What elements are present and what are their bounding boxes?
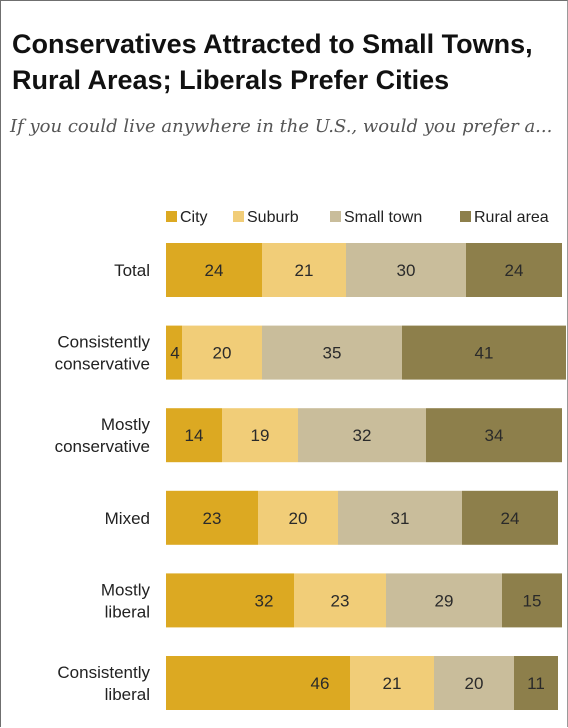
bar-segment-city [166, 325, 182, 380]
bar-row-total: Total 24 21 30 24 [114, 243, 562, 297]
bar-segment-city [166, 408, 222, 463]
bar-row-mostly-conservative: Mostly conservative 14 19 32 34 [55, 408, 562, 463]
bar-segment-rural-area [426, 408, 562, 463]
value-label-city: 4 [170, 344, 179, 363]
value-label-suburb: 23 [331, 591, 350, 610]
bar-row-consistently-conservative: Consistently conservative 4 20 35 41 [55, 325, 566, 380]
chart-rows: Total 24 21 30 24 Consistently conservative 4 20… [55, 243, 566, 710]
category-label: Mostly conservative [55, 415, 151, 456]
bar-segment-rural-area [462, 490, 558, 545]
legend-label-small-town: Small town [344, 209, 422, 226]
value-label-rural-area: 15 [523, 591, 542, 610]
bar-segment-suburb [262, 243, 346, 297]
legend-swatch-city [166, 211, 177, 222]
bar-segment-city [166, 656, 350, 710]
chart-title: Conservatives Attracted to Small Towns, … [12, 29, 533, 95]
value-label-small-town: 29 [435, 591, 454, 610]
category-label: Consistently liberal [57, 663, 150, 704]
category-label: Mixed [105, 509, 150, 528]
value-label-city: 32 [255, 591, 274, 610]
bar-row-mixed: Mixed 23 20 31 24 [105, 490, 558, 545]
category-label: Total [114, 261, 150, 280]
bar-segment-small-town [338, 490, 462, 545]
bar-segment-rural-area [514, 656, 558, 710]
legend: City Suburb Small town Rural area [166, 209, 549, 226]
value-label-small-town: 35 [323, 344, 342, 363]
bar-segment-small-town [434, 656, 514, 710]
bar-segment-suburb [350, 656, 434, 710]
bar-segment-small-town [386, 573, 502, 628]
value-label-city: 14 [185, 426, 204, 445]
bar-segment-suburb [182, 325, 262, 380]
value-label-suburb: 21 [383, 674, 402, 693]
bar-segment-rural-area [502, 573, 562, 628]
value-label-city: 23 [203, 509, 222, 528]
bar-segment-suburb [258, 490, 338, 545]
bar-segment-rural-area [402, 325, 566, 380]
bar-segment-city [166, 243, 262, 297]
legend-swatch-small-town [330, 211, 341, 222]
bar-row-consistently-liberal: Consistently liberal 46 21 20 11 [57, 656, 558, 710]
legend-label-rural-area: Rural area [474, 209, 549, 226]
bar-row-mostly-liberal: Mostly liberal 32 23 29 15 [101, 573, 562, 628]
value-label-city: 24 [205, 261, 224, 280]
legend-swatch-rural-area [460, 211, 471, 222]
value-label-small-town: 31 [391, 509, 410, 528]
bar-segment-city [166, 490, 258, 545]
value-label-suburb: 19 [251, 426, 270, 445]
value-label-suburb: 20 [289, 509, 308, 528]
legend-label-suburb: Suburb [247, 209, 299, 226]
value-label-rural-area: 11 [527, 674, 545, 693]
bar-segment-small-town [298, 408, 426, 463]
bar-segment-small-town [346, 243, 466, 297]
value-label-suburb: 21 [295, 261, 314, 280]
legend-label-city: City [180, 209, 208, 226]
value-label-small-town: 20 [465, 674, 484, 693]
bar-segment-rural-area [466, 243, 562, 297]
value-label-rural-area: 41 [475, 344, 494, 363]
value-label-suburb: 20 [213, 344, 232, 363]
chart-subtitle: If you could live anywhere in the U.S., … [10, 116, 553, 137]
category-label: Consistently conservative [55, 333, 151, 374]
bar-segment-suburb [294, 573, 386, 628]
value-label-city: 46 [311, 674, 330, 693]
value-label-small-town: 32 [353, 426, 372, 445]
bar-segment-city [166, 573, 294, 628]
value-label-rural-area: 24 [501, 509, 520, 528]
value-label-small-town: 30 [397, 261, 416, 280]
bar-segment-suburb [222, 408, 298, 463]
value-label-rural-area: 34 [485, 426, 504, 445]
category-label: Mostly liberal [101, 580, 151, 621]
value-label-rural-area: 24 [505, 261, 524, 280]
bar-segment-small-town [262, 325, 402, 380]
legend-swatch-suburb [233, 211, 244, 222]
